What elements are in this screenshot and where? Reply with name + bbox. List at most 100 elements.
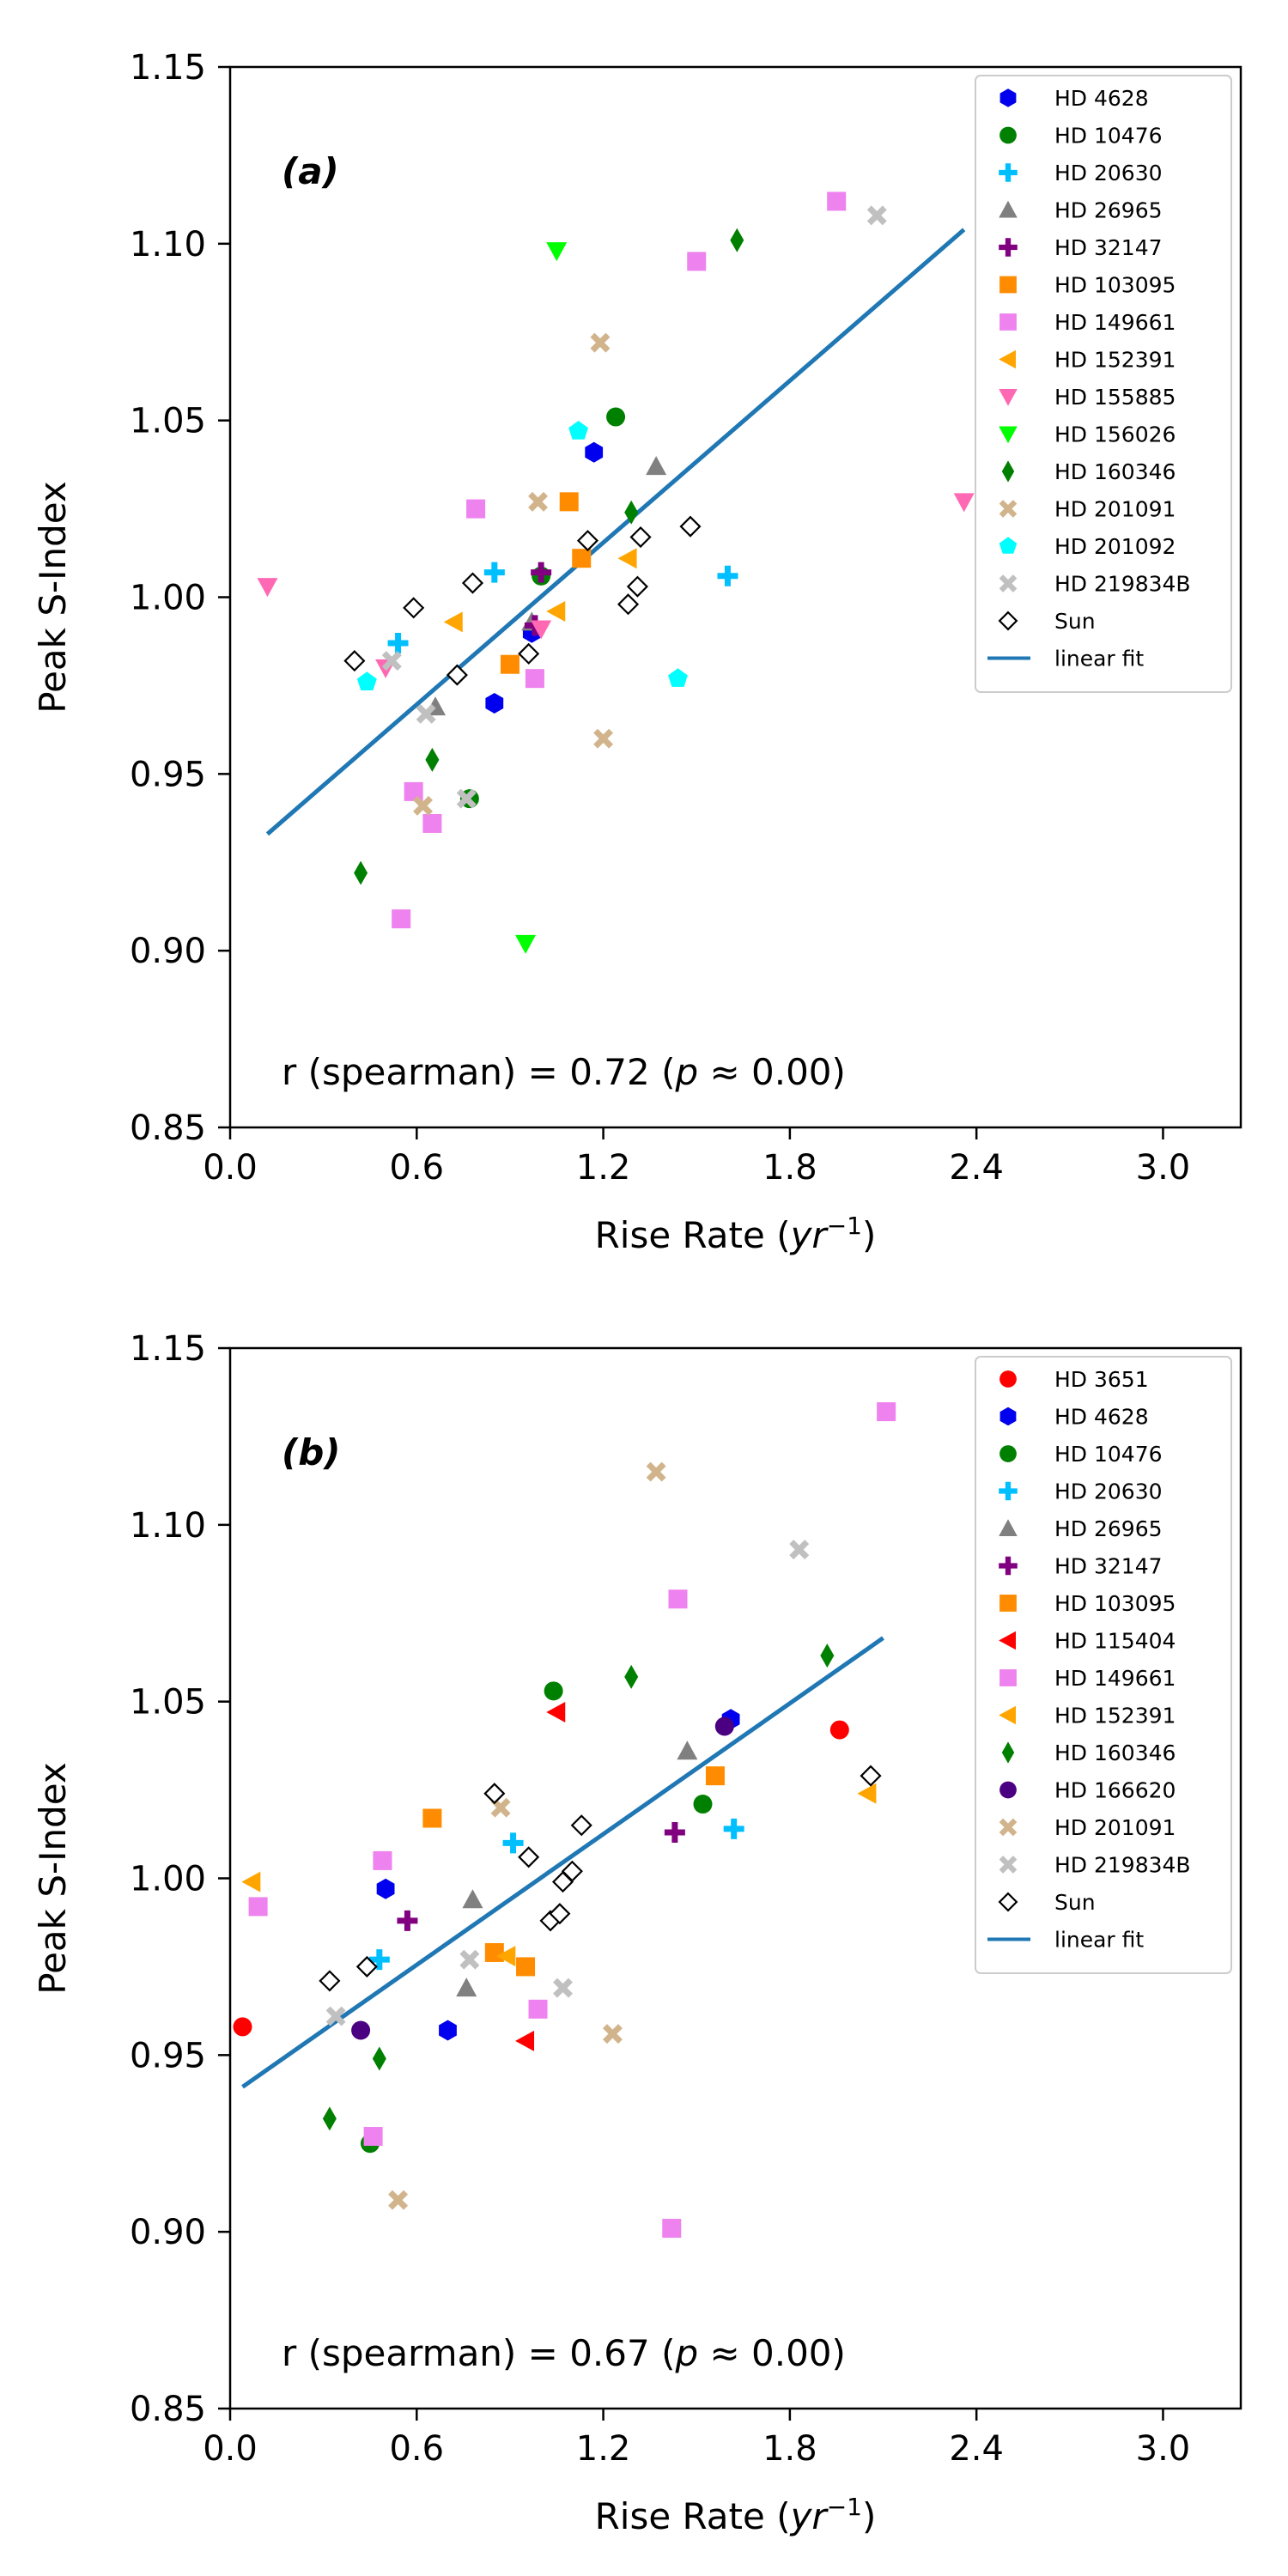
series-hd-160346: [354, 228, 744, 885]
y-tick-label: 0.85: [130, 2390, 206, 2429]
data-point-hd-103095: [705, 1766, 725, 1786]
x-tick-label: 0.0: [203, 2429, 258, 2469]
legend-label: HD 156026: [1054, 422, 1176, 447]
legend-label: HD 160346: [1054, 1741, 1176, 1765]
legend-marker-hd-115404: [999, 1631, 1016, 1650]
y-tick-label: 1.15: [130, 1329, 206, 1369]
series-hd-160346: [322, 1643, 835, 2131]
series-hd-201092: [356, 421, 688, 690]
legend-label: HD 115404: [1054, 1629, 1176, 1654]
legend-marker-hd-160346: [1001, 1741, 1015, 1764]
legend-label: HD 166620: [1054, 1778, 1176, 1803]
legend-label: HD 155885: [1054, 385, 1176, 410]
series-hd-149661: [248, 1402, 896, 2239]
legend-label: HD 201092: [1054, 534, 1176, 559]
data-point-hd-26965: [646, 456, 667, 476]
legend-label: Sun: [1054, 1890, 1096, 1915]
data-point-hd-32147: [664, 1821, 685, 1843]
series-hd-3651: [233, 1720, 849, 2037]
data-point-hd-149661: [248, 1897, 268, 1917]
data-point-sun: [518, 1846, 540, 1868]
legend-marker-hd-219834b: [999, 574, 1018, 592]
data-point-sun: [626, 575, 648, 598]
data-point-hd-201091: [413, 795, 434, 816]
series-hd-20630: [368, 1818, 744, 1971]
legend-label: HD 26965: [1054, 198, 1163, 223]
data-point-hd-152391: [546, 600, 566, 622]
series-hd-156026: [515, 242, 568, 954]
legend-label: linear fit: [1054, 647, 1144, 671]
x-tick-label: 1.2: [576, 2429, 631, 2469]
data-point-sun: [679, 515, 702, 538]
data-point-hd-149661: [662, 2219, 682, 2239]
data-point-sun: [617, 593, 640, 616]
series-hd-20630: [387, 562, 738, 654]
data-point-hd-219834b: [866, 205, 887, 226]
data-point-hd-20630: [723, 1818, 744, 1839]
series-sun: [319, 1765, 882, 1992]
data-point-hd-32147: [531, 562, 552, 583]
series-hd-152391: [241, 1783, 877, 1967]
data-point-sun: [403, 597, 425, 619]
data-point-hd-201091: [528, 491, 549, 512]
panel-label: (b): [282, 1431, 340, 1473]
x-axis-label: Rise Rate (yr−1): [595, 1212, 877, 1256]
data-point-hd-201092: [568, 421, 588, 440]
legend-label: HD 149661: [1054, 1666, 1176, 1691]
data-point-hd-149661: [827, 191, 847, 211]
data-point-hd-10476: [693, 1795, 713, 1814]
legend-label: HD 152391: [1054, 348, 1176, 373]
legend-label: HD 20630: [1054, 161, 1163, 185]
data-point-hd-26965: [677, 1741, 698, 1760]
series-hd-26965: [456, 1741, 698, 1997]
data-point-hd-155885: [257, 578, 278, 598]
legend-marker-hd-152391: [999, 349, 1016, 369]
data-point-sun: [355, 1955, 378, 1978]
legend-marker-hd-4628: [999, 88, 1017, 107]
data-point-hd-149661: [466, 499, 486, 519]
data-point-hd-219834b: [789, 1540, 810, 1560]
series-hd-219834b: [381, 205, 887, 809]
data-point-hd-103095: [516, 1957, 536, 1977]
series-hd-10476: [459, 407, 626, 809]
series-hd-166620: [351, 1716, 734, 2040]
legend-marker-hd-32147: [999, 1556, 1018, 1576]
y-tick-label: 1.05: [130, 402, 206, 441]
legend-label: HD 10476: [1054, 124, 1163, 149]
legend-marker-hd-166620: [999, 1781, 1017, 1799]
data-point-hd-152391: [496, 1946, 516, 1967]
data-point-hd-201091: [602, 2024, 623, 2044]
y-tick-label: 0.90: [130, 2213, 206, 2252]
legend-marker-hd-26965: [999, 1519, 1018, 1536]
data-point-hd-219834b: [416, 703, 436, 724]
panel-b: 0.0 0.6 1.2 1.8 2.4 3.0 0.85 0.90 0.95 1.00 1.05 1.…: [32, 1329, 1242, 2537]
y-tick-label: 1.05: [130, 1683, 206, 1722]
data-point-hd-201091: [593, 728, 614, 749]
data-point-hd-32147: [397, 1910, 418, 1931]
data-point-hd-149661: [392, 909, 411, 929]
x-tick-label: 2.4: [949, 2429, 1004, 2469]
legend-marker-hd-20630: [999, 163, 1018, 182]
data-point-hd-152391: [443, 611, 463, 633]
data-point-hd-160346: [354, 860, 368, 885]
data-point-hd-219834b: [459, 1949, 480, 1970]
legend-label: HD 4628: [1054, 86, 1149, 111]
legend-label: HD 32147: [1054, 1554, 1163, 1579]
legend-marker-hd-20630: [999, 1481, 1018, 1501]
y-tick-label: 1.00: [130, 579, 206, 618]
data-point-sun: [483, 1783, 506, 1805]
data-point-hd-4628: [585, 441, 604, 463]
data-point-sun: [576, 530, 599, 552]
legend-label: HD 4628: [1054, 1405, 1149, 1430]
x-tick-label: 0.0: [203, 1148, 258, 1188]
data-point-hd-149661: [422, 813, 442, 833]
data-point-hd-149661: [363, 2127, 383, 2147]
x-tick-label: 1.8: [762, 2429, 817, 2469]
data-point-hd-219834b: [381, 651, 402, 671]
legend-box: [975, 1356, 1232, 1974]
x-tick-label: 1.2: [576, 1148, 631, 1188]
series-hd-115404: [515, 1702, 566, 2051]
legend-box: [975, 75, 1232, 693]
legend-marker-hd-149661: [999, 1669, 1017, 1686]
data-point-sun: [549, 1903, 571, 1925]
